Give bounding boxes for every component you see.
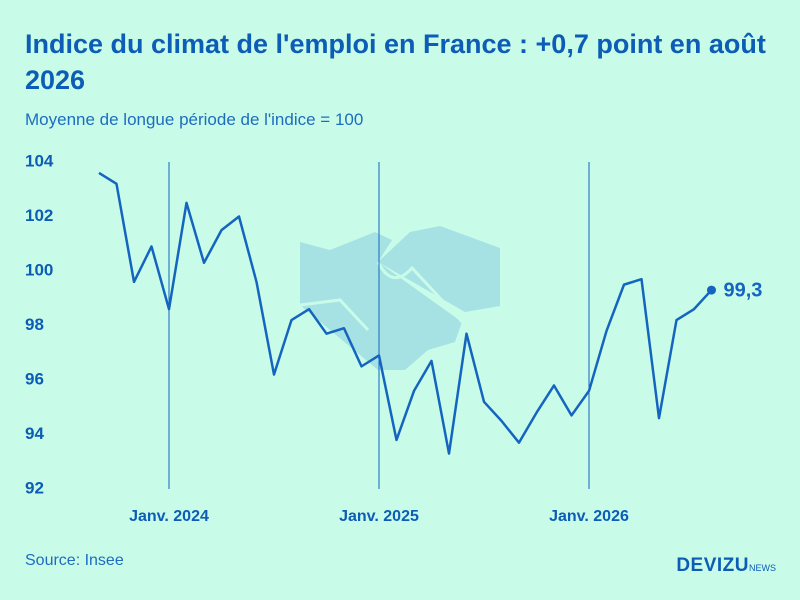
end-dot xyxy=(707,285,716,295)
logo: DEVIZUNEWS xyxy=(676,555,776,577)
y-tick-label: 98 xyxy=(25,315,44,334)
x-tick-label: Janv. 2025 xyxy=(339,508,419,525)
y-tick-label: 94 xyxy=(25,424,44,443)
y-tick-label: 104 xyxy=(25,151,54,170)
data-line xyxy=(98,171,713,455)
logo-text: DEVIZU xyxy=(676,555,749,576)
x-tick-label: Janv. 2026 xyxy=(549,508,629,525)
handshake-icon xyxy=(299,226,500,370)
y-tick-label: 100 xyxy=(25,260,53,279)
y-tick-label: 92 xyxy=(25,478,44,497)
logo-suffix: NEWS xyxy=(749,563,776,573)
chart-title: Indice du climat de l'emploi en France :… xyxy=(25,29,766,95)
value-label: 99,3 xyxy=(724,279,763,301)
y-tick-label: 96 xyxy=(25,369,44,388)
y-tick-label: 102 xyxy=(25,206,53,225)
x-tick-label: Janv. 2024 xyxy=(129,508,209,525)
chart-subtitle: Moyenne de longue période de l'indice = … xyxy=(25,110,364,129)
source: Source: Insee xyxy=(25,552,124,569)
